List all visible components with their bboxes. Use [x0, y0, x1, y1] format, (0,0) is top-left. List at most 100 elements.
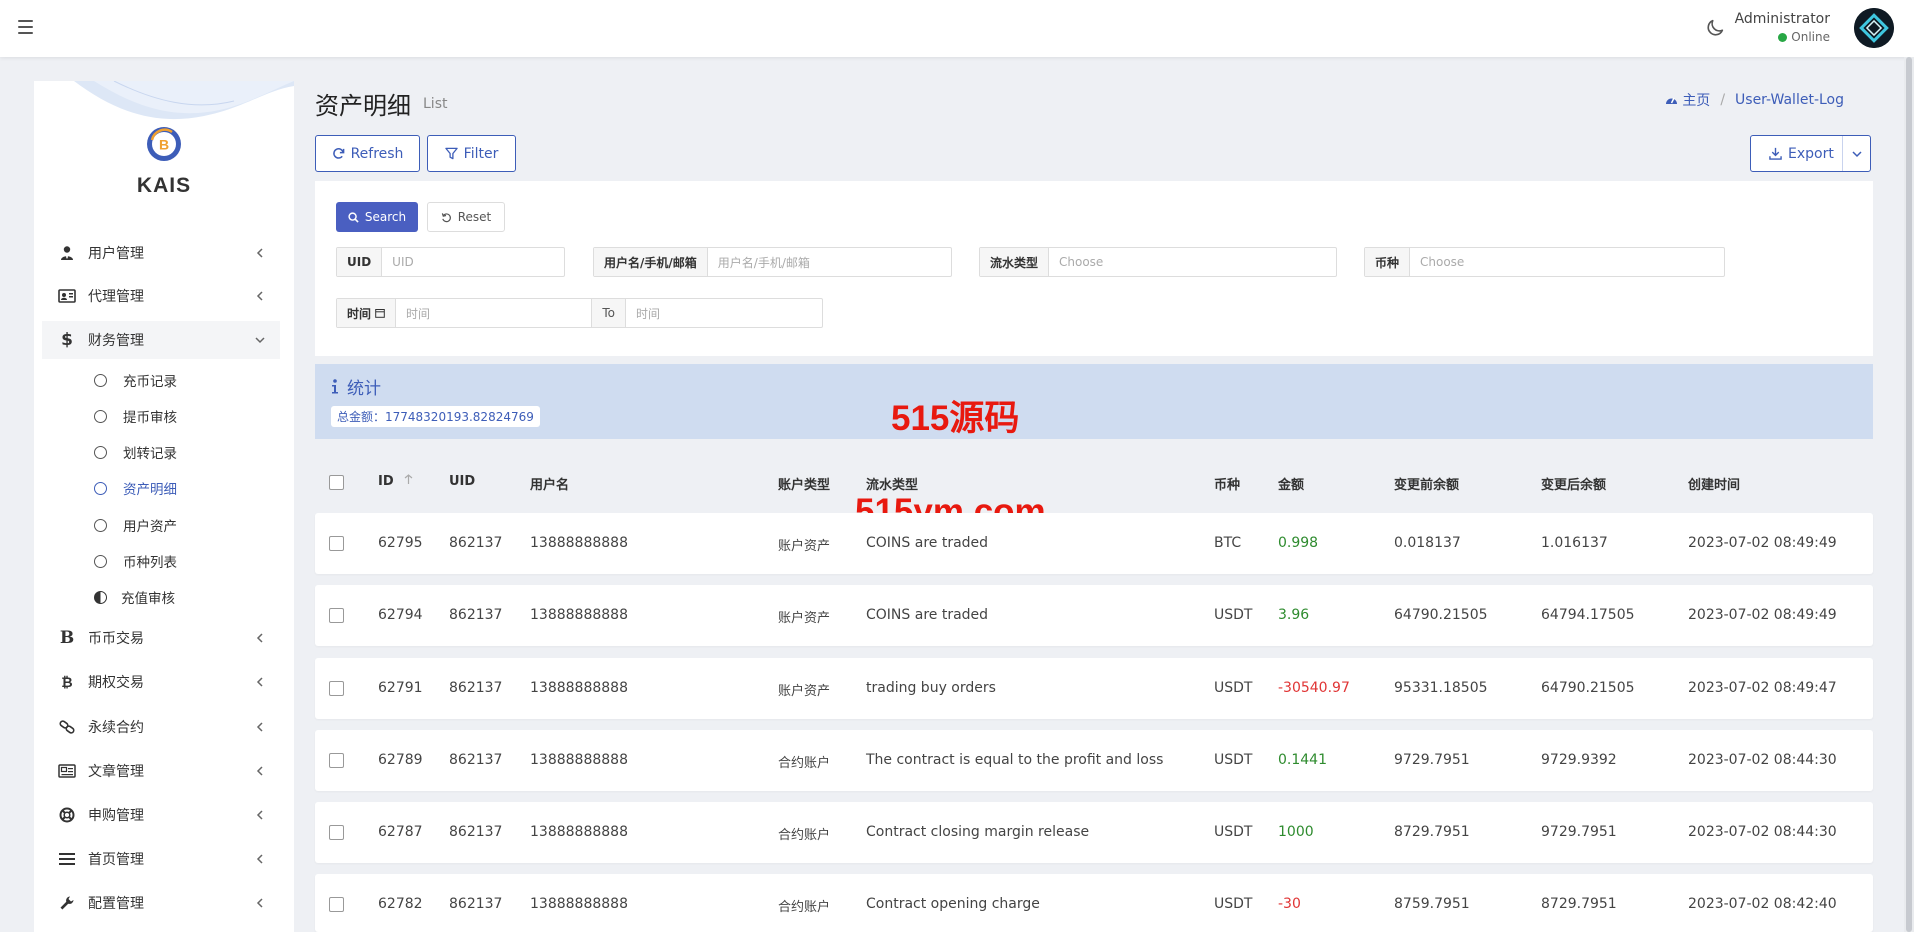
sidebar-subitem-deposit-records[interactable]: 充币记录 [94, 364, 280, 396]
filter-panel: Search Reset UID UID 用户名/手机/邮箱 用户名/手机/邮箱… [315, 181, 1873, 356]
newspaper-icon [56, 761, 78, 781]
column-header-flow-type: 流水类型 [866, 478, 919, 493]
table-row[interactable]: 62787 862137 13888888888 合约账户 Contract c… [315, 802, 1873, 863]
dark-mode-moon-icon[interactable] [1704, 17, 1726, 39]
time-end-input[interactable]: 时间 [636, 306, 661, 321]
user-status: Online [1735, 30, 1830, 44]
sidebar-item-options-trading[interactable]: ₿ 期权交易 [42, 663, 280, 701]
hamburger-menu-icon[interactable] [18, 16, 38, 38]
lifebuoy-icon [56, 805, 78, 825]
filter-button[interactable]: Filter [427, 135, 516, 172]
cell-account-type: 账户资产 [778, 611, 831, 626]
uid-input[interactable]: UID [392, 255, 414, 269]
sidebar-item-agent-management[interactable]: 代理管理 [42, 277, 280, 315]
sidebar-item-label: 用户管理 [88, 246, 144, 262]
circle-icon [94, 481, 107, 495]
select-all-checkbox[interactable] [329, 475, 344, 490]
table-row[interactable]: 62791 862137 13888888888 账户资产 trading bu… [315, 658, 1873, 719]
sidebar-item-config-management[interactable]: 配置管理 [42, 884, 280, 922]
row-checkbox[interactable] [329, 608, 344, 623]
sidebar-subitem-label: 资产明细 [123, 482, 177, 498]
cell-username: 13888888888 [530, 824, 628, 840]
cell-uid: 862137 [449, 607, 503, 623]
page-scrollbar[interactable] [1904, 57, 1914, 932]
column-header-amount: 金额 [1278, 478, 1305, 493]
sidebar-item-user-management[interactable]: 用户管理 [42, 234, 280, 272]
sidebar-item-subscription-management[interactable]: 申购管理 [42, 796, 280, 834]
chevron-down-icon [1851, 150, 1862, 157]
breadcrumb-home-link[interactable]: 主页 [1665, 90, 1710, 110]
cell-id: 62791 [378, 680, 423, 696]
sidebar-subitem-coin-list[interactable]: 币种列表 [94, 545, 280, 577]
sidebar-subitem-label: 用户资产 [123, 519, 177, 535]
cell-coin: BTC [1214, 535, 1242, 551]
row-checkbox[interactable] [329, 681, 344, 696]
table-row[interactable]: 62795 862137 13888888888 账户资产 COINS are … [315, 513, 1873, 574]
flow-type-select[interactable]: Choose [1059, 255, 1104, 269]
table-row[interactable]: 62789 862137 13888888888 合约账户 The contra… [315, 730, 1873, 791]
cell-flow-type: The contract is equal to the profit and … [866, 752, 1164, 768]
cell-username: 13888888888 [530, 607, 628, 623]
cell-id: 62789 [378, 752, 423, 768]
cell-amount: -30540.97 [1278, 680, 1350, 696]
chevron-left-icon [252, 245, 268, 261]
table-row[interactable]: 62782 862137 13888888888 合约账户 Contract o… [315, 874, 1873, 932]
cell-balance-before: 8729.7951 [1394, 824, 1470, 840]
row-checkbox[interactable] [329, 897, 344, 912]
export-button[interactable]: Export [1750, 135, 1871, 172]
cell-uid: 862137 [449, 824, 503, 840]
coin-filter-field: 币种 Choose [1364, 247, 1725, 277]
scrollbar-thumb[interactable] [1906, 57, 1912, 932]
chevron-left-icon [252, 674, 268, 690]
sidebar-subitem-asset-details[interactable]: 资产明细 [94, 472, 280, 504]
row-checkbox[interactable] [329, 536, 344, 551]
total-amount-badge: 总金额：17748320193.82824769 [331, 406, 540, 427]
user-info[interactable]: Administrator Online [1735, 11, 1830, 44]
cell-coin: USDT [1214, 752, 1253, 768]
cell-username: 13888888888 [530, 896, 628, 912]
sidebar-item-label: 代理管理 [88, 289, 144, 305]
sidebar-subitem-withdraw-review[interactable]: 提币审核 [94, 400, 280, 432]
sort-arrow-up-icon [404, 474, 413, 484]
download-icon [1769, 147, 1782, 160]
cell-flow-type: COINS are traded [866, 535, 989, 551]
cell-id: 62782 [378, 896, 423, 912]
user-input[interactable]: 用户名/手机/邮箱 [717, 255, 810, 270]
sidebar-subitem-user-assets[interactable]: 用户资产 [94, 509, 280, 541]
time-start-input[interactable]: 时间 [406, 306, 431, 321]
column-header-created-time: 创建时间 [1688, 478, 1741, 493]
sidebar-item-article-management[interactable]: 文章管理 [42, 752, 280, 790]
cell-account-type: 账户资产 [778, 684, 831, 699]
avatar[interactable] [1854, 8, 1894, 48]
sidebar-item-spot-trading[interactable]: B 币币交易 [42, 619, 280, 657]
row-checkbox[interactable] [329, 753, 344, 768]
reset-button[interactable]: Reset [427, 202, 505, 232]
chevron-left-icon [252, 807, 268, 823]
cell-created-time: 2023-07-02 08:44:30 [1688, 824, 1837, 840]
sidebar-subitem-label: 充值审核 [121, 591, 175, 607]
sidebar-item-homepage-management[interactable]: 首页管理 [42, 840, 280, 878]
export-dropdown-toggle[interactable] [1842, 136, 1870, 171]
coin-filter-label: 币种 [1365, 248, 1411, 276]
cell-id: 62795 [378, 535, 423, 551]
cell-uid: 862137 [449, 535, 503, 551]
sidebar-subitem-transfer-records[interactable]: 划转记录 [94, 436, 280, 468]
table-row[interactable]: 62794 862137 13888888888 账户资产 COINS are … [315, 585, 1873, 646]
sidebar-subitem-recharge-review[interactable]: 充值审核 [94, 581, 280, 613]
sidebar-item-label: 永续合约 [88, 720, 144, 736]
cell-balance-before: 64790.21505 [1394, 607, 1488, 623]
sidebar-item-perpetual-contract[interactable]: 永续合约 [42, 708, 280, 746]
row-checkbox[interactable] [329, 825, 344, 840]
column-header-id[interactable]: ID [378, 474, 413, 489]
search-button[interactable]: Search [336, 202, 418, 232]
cell-flow-type: COINS are traded [866, 607, 989, 623]
chevron-left-icon [252, 288, 268, 304]
sidebar-item-label: 币币交易 [88, 631, 144, 647]
link-icon [56, 717, 78, 737]
cell-flow-type: trading buy orders [866, 680, 996, 696]
coin-select[interactable]: Choose [1420, 255, 1465, 269]
sidebar-item-finance-management[interactable]: $ 财务管理 [42, 321, 280, 359]
cell-id: 62787 [378, 824, 423, 840]
breadcrumb-current[interactable]: User-Wallet-Log [1735, 92, 1844, 108]
refresh-button[interactable]: Refresh [315, 135, 420, 172]
